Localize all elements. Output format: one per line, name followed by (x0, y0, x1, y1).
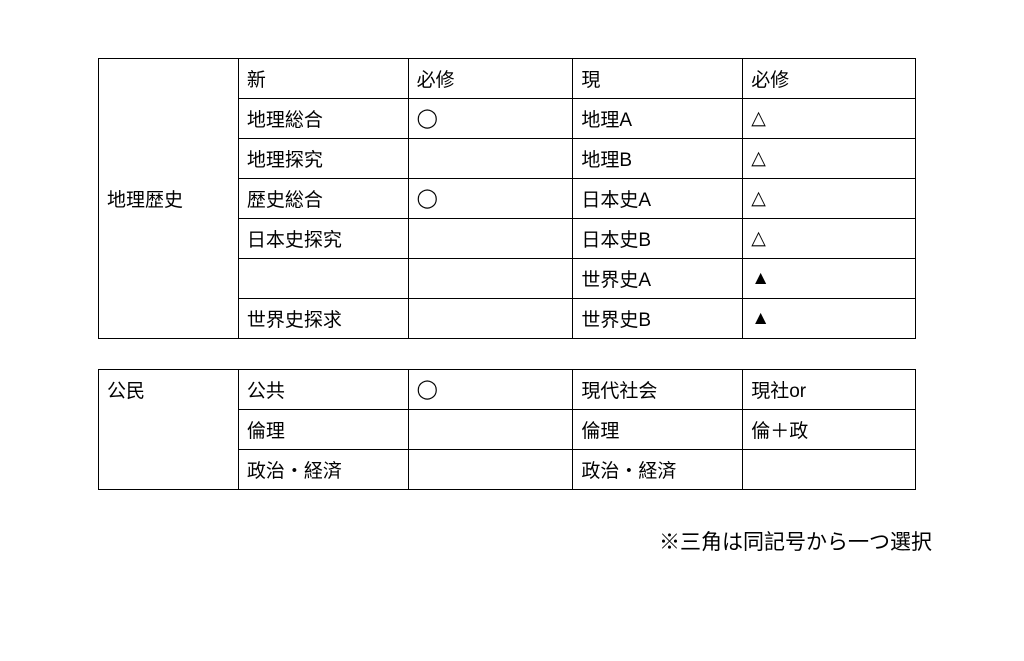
cell: 公共 (238, 370, 408, 410)
cell: 倫＋政 (743, 410, 916, 450)
cell: ◯ (408, 99, 573, 139)
cell: ▲ (743, 259, 916, 299)
cell: 倫理 (238, 410, 408, 450)
cell: △ (743, 179, 916, 219)
cell (743, 450, 916, 490)
category-cell: 公民 (99, 370, 239, 490)
table-geography-history: 地理歴史 新 必修 現 必修 地理総合 ◯ 地理A △ 地理探究 地理B △ 歴… (98, 58, 916, 339)
header-cell: 必修 (408, 59, 573, 99)
cell (408, 450, 573, 490)
cell: 日本史探究 (238, 219, 408, 259)
header-cell: 新 (238, 59, 408, 99)
table-row: 地理歴史 新 必修 現 必修 (99, 59, 916, 99)
cell: 現社or (743, 370, 916, 410)
cell: 世界史探求 (238, 299, 408, 339)
header-cell: 必修 (743, 59, 916, 99)
cell (408, 139, 573, 179)
cell: 倫理 (573, 410, 743, 450)
cell (238, 259, 408, 299)
cell: 歴史総合 (238, 179, 408, 219)
cell: ▲ (743, 299, 916, 339)
cell: ◯ (408, 370, 573, 410)
cell (408, 299, 573, 339)
cell: △ (743, 139, 916, 179)
table-row: 公民 公共 ◯ 現代社会 現社or (99, 370, 916, 410)
cell (408, 259, 573, 299)
header-cell: 現 (573, 59, 743, 99)
cell: 世界史B (573, 299, 743, 339)
cell: 地理B (573, 139, 743, 179)
cell: 地理総合 (238, 99, 408, 139)
cell: △ (743, 99, 916, 139)
cell (408, 219, 573, 259)
cell: ◯ (408, 179, 573, 219)
cell: △ (743, 219, 916, 259)
cell: 日本史B (573, 219, 743, 259)
cell (408, 410, 573, 450)
table-civics: 公民 公共 ◯ 現代社会 現社or 倫理 倫理 倫＋政 政治・経済 政治・経済 (98, 369, 916, 490)
footnote: ※三角は同記号から一つ選択 (98, 526, 936, 556)
cell: 地理A (573, 99, 743, 139)
cell: 政治・経済 (573, 450, 743, 490)
cell: 政治・経済 (238, 450, 408, 490)
cell: 世界史A (573, 259, 743, 299)
cell: 現代社会 (573, 370, 743, 410)
cell: 日本史A (573, 179, 743, 219)
category-cell: 地理歴史 (99, 59, 239, 339)
cell: 地理探究 (238, 139, 408, 179)
